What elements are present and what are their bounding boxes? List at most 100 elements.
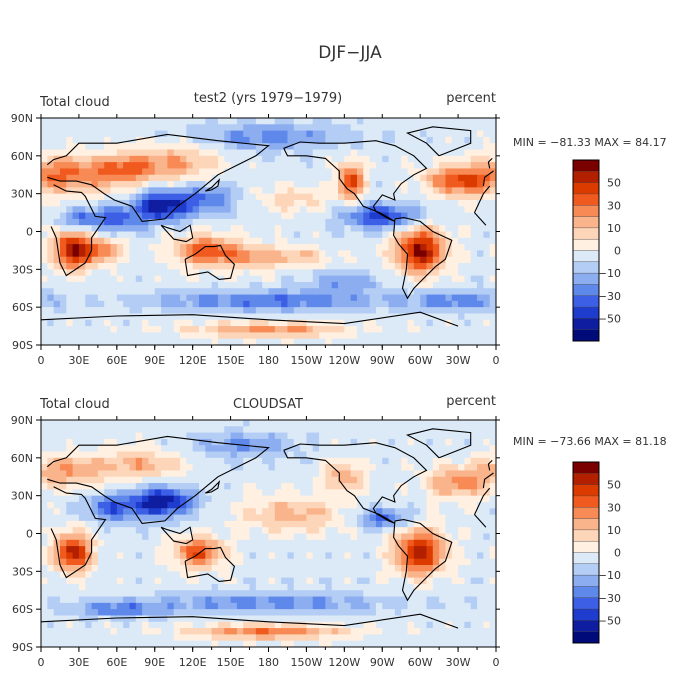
- field-cell: [161, 130, 168, 138]
- field-cell: [135, 583, 143, 591]
- field-cell: [483, 319, 491, 327]
- field-cell: [148, 281, 156, 289]
- field-cell: [268, 269, 276, 277]
- field-cell: [300, 432, 308, 440]
- field-cell: [236, 445, 244, 453]
- field-cell: [230, 483, 238, 490]
- field-cell: [306, 432, 314, 440]
- field-cell: [47, 451, 55, 459]
- field-cell: [53, 520, 61, 528]
- field-cell: [47, 326, 55, 333]
- field-cell: [148, 181, 156, 188]
- field-cell: [287, 338, 295, 345]
- field-cell: [236, 307, 244, 315]
- field-cell: [451, 470, 459, 478]
- field-cell: [483, 476, 491, 484]
- field-cell: [413, 483, 421, 490]
- field-cell: [104, 432, 112, 440]
- field-cell: [356, 602, 364, 610]
- field-cell: [281, 590, 289, 598]
- field-cell: [338, 231, 345, 239]
- field-cell: [445, 149, 453, 157]
- field-cell: [97, 130, 105, 138]
- field-cell: [407, 326, 415, 333]
- field-cell: [375, 326, 383, 333]
- field-cell: [306, 609, 314, 617]
- field-cell: [72, 571, 80, 579]
- field-cell: [300, 307, 308, 315]
- field-cell: [104, 558, 112, 566]
- field-cell: [445, 533, 453, 541]
- field-cell: [186, 470, 194, 478]
- field-cell: [483, 558, 491, 566]
- field-cell: [243, 313, 251, 321]
- field-cell: [483, 136, 491, 144]
- field-cell: [306, 155, 314, 163]
- field-cell: [167, 539, 175, 547]
- field-cell: [255, 438, 263, 446]
- field-cell: [439, 546, 447, 554]
- field-cell: [338, 451, 345, 459]
- field-cell: [129, 583, 137, 591]
- field-cell: [186, 565, 194, 572]
- field-cell: [325, 483, 333, 490]
- field-cell: [154, 445, 162, 453]
- field-cell: [458, 590, 465, 598]
- field-cell: [325, 218, 333, 226]
- field-cell: [464, 319, 472, 327]
- field-cell: [432, 332, 440, 340]
- field-cell: [243, 275, 251, 283]
- field-cell: [312, 577, 320, 585]
- field-cell: [236, 426, 244, 434]
- field-cell: [53, 451, 61, 459]
- field-cell: [369, 489, 377, 497]
- field-cell: [331, 609, 339, 617]
- field-cell: [110, 596, 118, 604]
- field-cell: [85, 476, 93, 484]
- field-cell: [350, 514, 358, 522]
- field-cell: [129, 155, 137, 163]
- field-cell: [192, 187, 200, 195]
- field-cell: [401, 237, 409, 245]
- field-cell: [287, 237, 295, 245]
- field-cell: [394, 124, 402, 132]
- field-cell: [394, 250, 402, 258]
- field-cell: [306, 143, 314, 151]
- field-cell: [394, 326, 402, 333]
- coastline: [283, 140, 428, 222]
- field-cell: [483, 464, 491, 472]
- field-cell: [110, 495, 118, 503]
- field-cell: [66, 118, 74, 125]
- field-cell: [47, 332, 55, 340]
- field-cell: [407, 199, 415, 207]
- field-cell: [249, 451, 257, 459]
- field-cell: [91, 149, 99, 157]
- field-cell: [312, 300, 320, 308]
- field-cell: [72, 225, 80, 233]
- field-cell: [344, 162, 352, 170]
- field-cell: [243, 206, 251, 214]
- field-cell: [432, 199, 440, 207]
- field-cell: [281, 269, 289, 277]
- field-cell: [338, 237, 345, 245]
- field-cell: [363, 300, 371, 308]
- field-cell: [369, 326, 377, 333]
- field-cell: [413, 546, 421, 554]
- field-cell: [224, 508, 232, 516]
- field-cell: [186, 583, 194, 591]
- field-cell: [129, 281, 137, 289]
- field-cell: [97, 332, 105, 340]
- field-cell: [154, 615, 162, 623]
- field-cell: [470, 256, 478, 264]
- field-cell: [47, 269, 55, 277]
- field-cell: [375, 212, 383, 220]
- field-cell: [129, 313, 137, 321]
- field-cell: [420, 451, 428, 459]
- field-cell: [135, 218, 143, 226]
- field-cell: [394, 269, 402, 277]
- field-cell: [413, 596, 421, 604]
- field-cell: [413, 577, 421, 585]
- field-cell: [186, 300, 194, 308]
- field-cell: [287, 136, 295, 144]
- field-cell: [205, 615, 213, 623]
